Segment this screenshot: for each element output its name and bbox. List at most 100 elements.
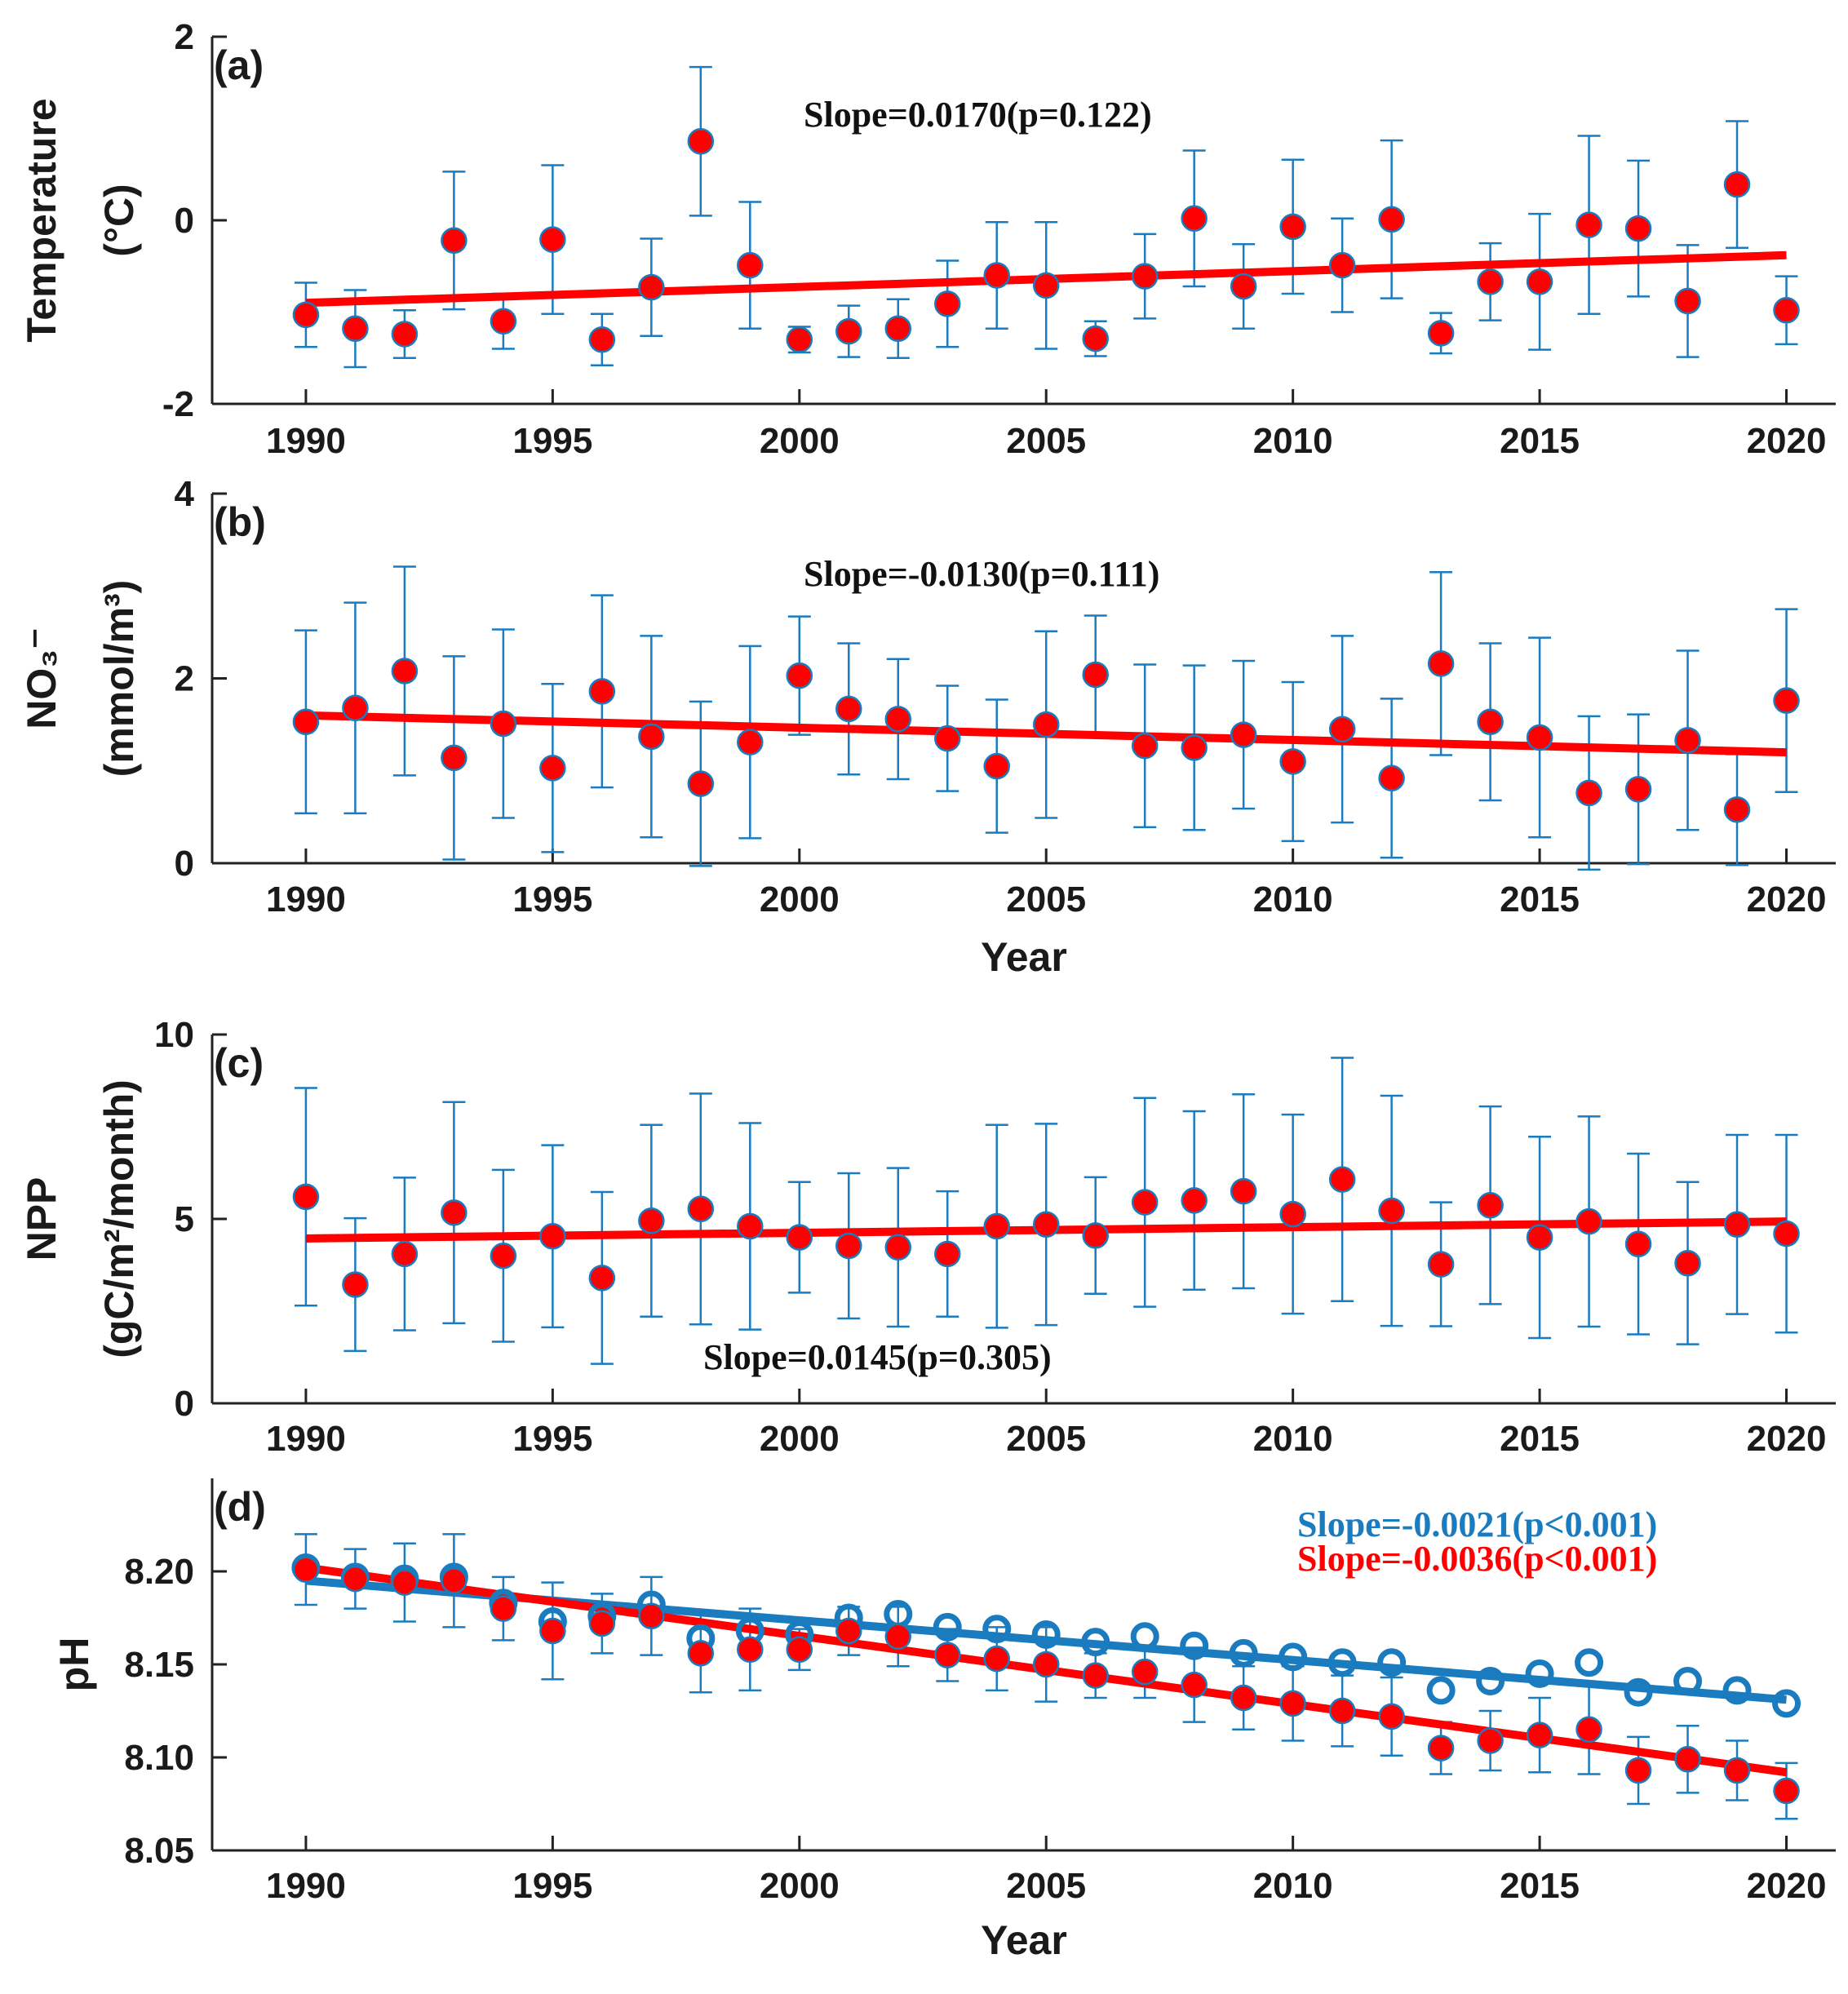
data-point bbox=[687, 1195, 715, 1223]
x-tick-label: 2015 bbox=[1500, 421, 1580, 461]
data-point-open bbox=[1130, 1622, 1159, 1651]
y-tick-label: -2 bbox=[162, 384, 194, 424]
data-point bbox=[786, 1636, 813, 1664]
data-point bbox=[1624, 1230, 1652, 1257]
slope-annotation: Slope=0.0145(p=0.305) bbox=[703, 1337, 1052, 1377]
data-point bbox=[342, 1271, 369, 1298]
data-point bbox=[786, 326, 813, 353]
data-point bbox=[1279, 748, 1306, 775]
y-axis-title: Temperature bbox=[19, 98, 64, 342]
x-tick-label: 1995 bbox=[512, 421, 592, 461]
y-tick-label: 8.15 bbox=[124, 1645, 194, 1685]
data-point bbox=[490, 1242, 517, 1270]
y-tick-label: 0 bbox=[175, 844, 194, 884]
data-point bbox=[1773, 1220, 1800, 1247]
x-tick-label: 2005 bbox=[1006, 421, 1086, 461]
data-point-open bbox=[1327, 1648, 1357, 1677]
x-tick-label: 2010 bbox=[1253, 880, 1333, 919]
data-point bbox=[441, 1567, 468, 1594]
data-point bbox=[687, 128, 715, 155]
data-point bbox=[1082, 1222, 1109, 1249]
data-point bbox=[1575, 1716, 1602, 1744]
data-point-open bbox=[933, 1612, 962, 1642]
data-point bbox=[292, 708, 320, 735]
data-point bbox=[1230, 273, 1257, 300]
x-tick-label: 2000 bbox=[760, 1866, 840, 1906]
data-point bbox=[933, 290, 961, 317]
panel-label: (a) bbox=[214, 42, 264, 88]
x-tick-label: 2010 bbox=[1253, 1866, 1333, 1906]
data-point bbox=[1526, 1721, 1553, 1748]
data-point bbox=[1279, 1200, 1306, 1228]
data-point bbox=[737, 729, 764, 756]
data-point bbox=[933, 724, 961, 752]
data-point bbox=[1477, 708, 1504, 735]
y-axis-title: (°C) bbox=[96, 184, 142, 256]
data-point bbox=[1032, 1211, 1060, 1238]
y-tick-label: 8.10 bbox=[124, 1738, 194, 1778]
data-point bbox=[1773, 687, 1800, 714]
data-point-open bbox=[1722, 1676, 1752, 1705]
data-point-open bbox=[1624, 1677, 1653, 1707]
data-point bbox=[835, 1232, 862, 1260]
slope-annotation: Slope=-0.0021(p<0.001) bbox=[1297, 1504, 1657, 1544]
y-axis-title: NO₃⁻ bbox=[19, 627, 64, 729]
data-point bbox=[1723, 171, 1751, 198]
x-tick-label: 1995 bbox=[512, 1866, 592, 1906]
data-point bbox=[1082, 661, 1109, 689]
data-point bbox=[786, 662, 813, 689]
data-point-open bbox=[1525, 1659, 1554, 1688]
data-point bbox=[1674, 1746, 1701, 1773]
data-point bbox=[1477, 1727, 1504, 1754]
data-point-open bbox=[1673, 1667, 1703, 1696]
data-point bbox=[539, 226, 566, 253]
data-point bbox=[1526, 268, 1553, 295]
x-tick-label: 2020 bbox=[1747, 1866, 1827, 1906]
data-point bbox=[687, 1640, 715, 1667]
data-point bbox=[884, 1623, 912, 1651]
data-point bbox=[490, 308, 517, 335]
data-point bbox=[1723, 1211, 1751, 1238]
y-axis-title: NPP bbox=[19, 1177, 64, 1261]
data-point bbox=[1328, 1697, 1356, 1725]
data-point bbox=[1230, 1684, 1257, 1712]
data-point bbox=[1624, 1757, 1652, 1784]
data-point-open bbox=[1575, 1648, 1604, 1677]
data-point bbox=[638, 1602, 665, 1629]
data-point bbox=[342, 1565, 369, 1593]
data-point bbox=[1674, 1249, 1701, 1277]
x-tick-label: 2000 bbox=[760, 880, 840, 919]
data-point bbox=[1674, 287, 1701, 315]
y-tick-label: 0 bbox=[175, 1384, 194, 1424]
data-point bbox=[1575, 779, 1602, 807]
data-point bbox=[737, 1636, 764, 1664]
data-point bbox=[441, 1199, 468, 1226]
data-point-open bbox=[1426, 1676, 1456, 1705]
data-point-open bbox=[1081, 1628, 1110, 1657]
data-point bbox=[1082, 1662, 1109, 1689]
data-point bbox=[835, 1617, 862, 1645]
y-tick-label: 10 bbox=[154, 1015, 194, 1055]
data-point bbox=[342, 315, 369, 342]
data-point bbox=[1773, 297, 1800, 324]
x-tick-label: 2020 bbox=[1747, 1419, 1827, 1459]
y-tick-label: 5 bbox=[175, 1199, 194, 1239]
data-point bbox=[441, 227, 468, 254]
y-axis-title: pH bbox=[51, 1637, 97, 1692]
data-point bbox=[1181, 1671, 1208, 1699]
panel-label: (c) bbox=[214, 1040, 264, 1086]
data-point bbox=[1032, 1651, 1060, 1678]
y-axis-title: (gC/m²/month) bbox=[96, 1079, 142, 1358]
slope-annotation: Slope=-0.0036(p<0.001) bbox=[1297, 1539, 1657, 1579]
data-point bbox=[1032, 272, 1060, 299]
y-tick-label: 2 bbox=[175, 17, 194, 57]
data-point bbox=[1526, 724, 1553, 751]
data-point-open bbox=[1180, 1631, 1209, 1660]
x-tick-label: 2010 bbox=[1253, 1419, 1333, 1459]
data-point-open bbox=[1031, 1620, 1061, 1650]
data-point bbox=[983, 1212, 1010, 1240]
data-point bbox=[1427, 1735, 1455, 1761]
y-axis-title: (mmol/m³) bbox=[96, 580, 142, 778]
data-point bbox=[1723, 796, 1751, 823]
data-point bbox=[539, 1617, 566, 1645]
